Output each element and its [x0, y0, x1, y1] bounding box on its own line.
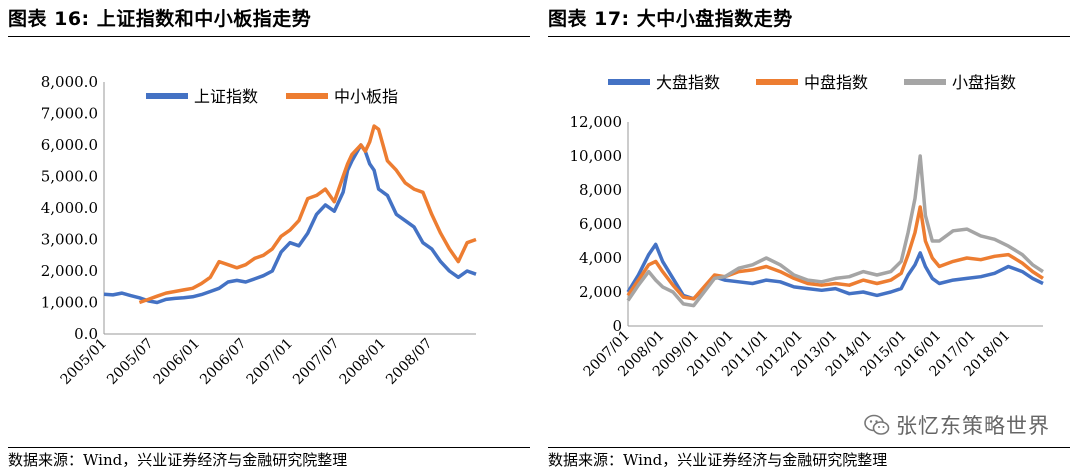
y-tick-label: 12,000	[570, 113, 623, 131]
y-tick-label: 4,000.0	[41, 199, 98, 217]
figure-17-bottom-rule	[548, 447, 1070, 448]
y-tick-label: 0	[612, 317, 622, 335]
figure-17-top-rule	[548, 36, 1070, 37]
figure-16-source: 数据来源：Wind，兴业证券经济与金融研究院整理	[8, 451, 348, 469]
x-tick-label: 2005/07	[104, 336, 156, 388]
x-tick-label: 2007/01	[244, 336, 296, 388]
legend-label-1: 上证指数	[194, 87, 258, 106]
y-tick-label: 2,000.0	[41, 262, 98, 280]
series-line-2	[138, 124, 477, 305]
watermark: 张忆东策略世界	[864, 410, 1050, 440]
figure-17-title: 图表 17: 大中小盘指数走势	[548, 8, 793, 30]
figure-16-title: 图表 16: 上证指数和中小板指走势	[8, 8, 312, 30]
y-tick-label: 6,000.0	[41, 136, 98, 154]
figure-17-panel: 图表 17: 大中小盘指数走势 0 2,000 4,000 6,000 8,000 10,…	[540, 0, 1080, 474]
figure-17-source: 数据来源：Wind，兴业证券经济与金融研究院整理	[548, 451, 888, 469]
y-tick-label: 0.0	[74, 325, 98, 343]
x-tick-label: 2008/01	[337, 336, 389, 388]
figure-16-chart: 0.0 1,000.0 2,000.0 3,000.0 4,000.0 5,000.0 6,…	[41, 73, 477, 388]
legend-label-2: 中盘指数	[804, 73, 868, 92]
y-tick-label: 1,000.0	[41, 294, 98, 312]
y-tick-label: 7,000.0	[41, 105, 98, 123]
legend-label-3: 小盘指数	[952, 73, 1016, 92]
series-line-1	[103, 143, 477, 305]
y-tick-label: 2,000	[579, 283, 622, 301]
x-tick-label: 2005/01	[58, 336, 110, 388]
series-line-3	[626, 154, 1044, 308]
x-tick-label: 2006/01	[151, 336, 203, 388]
series-line-2	[626, 205, 1044, 301]
figure-16-panel: 图表 16: 上证指数和中小板指走势 0.0 1,000.0 2,000.0 3,00…	[8, 8, 530, 469]
legend-label-1: 大盘指数	[656, 73, 720, 92]
x-tick-label: 2006/07	[197, 336, 249, 388]
y-tick-label: 8,000.0	[41, 73, 98, 91]
y-tick-label: 10,000	[570, 147, 623, 165]
wechat-icon	[864, 414, 890, 435]
x-tick-label: 2008/07	[383, 336, 435, 388]
y-tick-label: 4,000	[579, 249, 622, 267]
figure-16-bottom-rule	[8, 447, 530, 448]
y-tick-label: 8,000	[579, 181, 622, 199]
legend-label-2: 中小板指	[334, 87, 398, 106]
y-tick-label: 5,000.0	[41, 168, 98, 186]
y-tick-label: 3,000.0	[41, 231, 98, 249]
y-tick-label: 6,000	[579, 215, 622, 233]
watermark-text: 张忆东策略世界	[896, 414, 1050, 438]
series-line-1	[626, 242, 1044, 301]
x-tick-label: 2007/07	[290, 336, 342, 388]
figure-16-top-rule	[8, 36, 530, 37]
figure-17-chart: 02,0004,0006,0008,00010,00012,0002007/01…	[570, 73, 1044, 380]
